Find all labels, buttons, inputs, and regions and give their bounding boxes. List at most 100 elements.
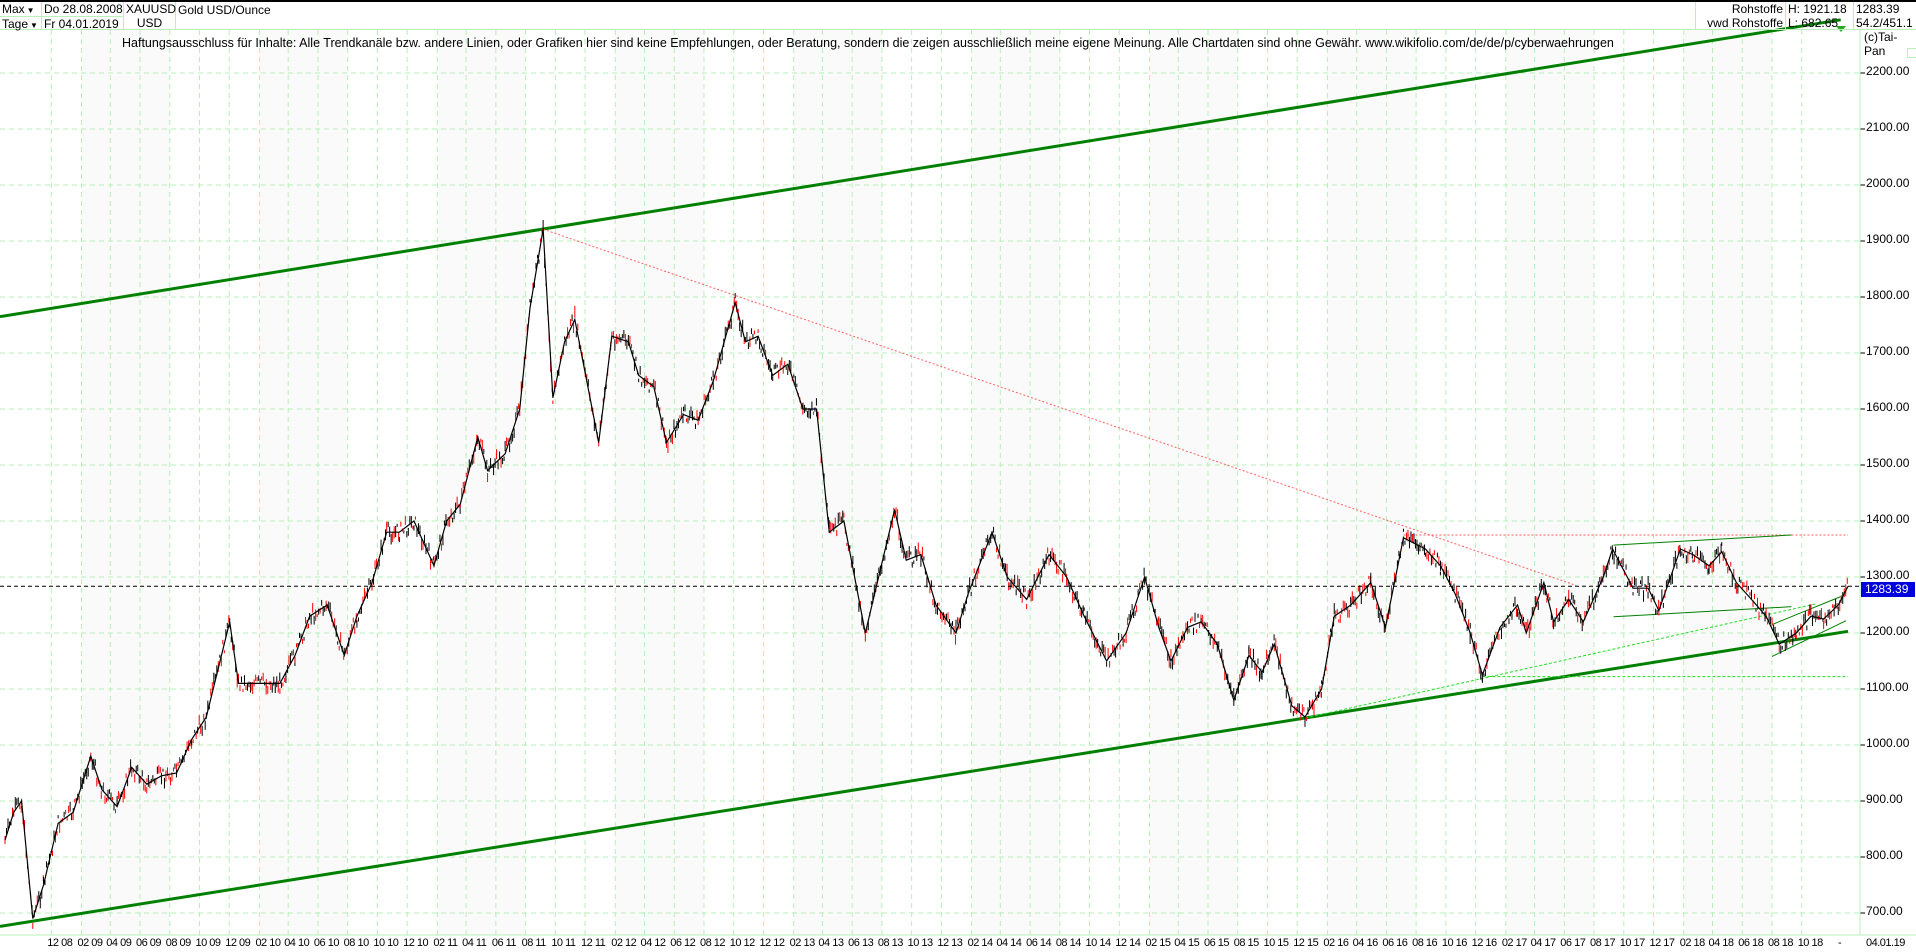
date-range-cell: Do 28.08.2008 Fr 04.01.2019 — [42, 2, 124, 31]
x-tick-label: 12 10 — [403, 937, 429, 949]
x-tick-separator: - — [1838, 937, 1842, 949]
y-tick-label: 1500.00 — [1866, 456, 1910, 470]
instrument-cell: Gold USD/Ounce — [176, 2, 1696, 30]
x-tick-label: 02 10 — [255, 937, 281, 949]
background-band — [1327, 30, 1417, 935]
x-tick-label: 06 15 — [1203, 937, 1230, 949]
x-tick-label: 02 09 — [77, 937, 104, 949]
x-tick-label: 06 10 — [313, 937, 340, 949]
x-tick-label: 12 17 — [1649, 937, 1676, 949]
y-tick-label: 1200.00 — [1866, 624, 1910, 638]
x-tick-label: 12 08 — [47, 937, 73, 949]
x-tick-label: 12 15 — [1293, 937, 1319, 949]
x-tick-label: 04 10 — [284, 937, 310, 949]
background-band — [81, 30, 170, 935]
background-band — [1149, 30, 1238, 935]
x-tick-label: 08 10 — [343, 937, 370, 949]
y-tick-label: 1900.00 — [1866, 232, 1910, 246]
x-tick-label: 08 09 — [165, 937, 192, 949]
x-tick-label: 06 18 — [1738, 937, 1764, 949]
source: vwd Rohstoffe — [1707, 16, 1783, 30]
x-tick-label: 02 15 — [1145, 937, 1172, 949]
category: Rohstoffe — [1731, 2, 1783, 16]
disclaimer-text: Haftungsausschluss für Inhalte: Alle Tre… — [122, 36, 1614, 50]
x-tick-label: 10 16 — [1441, 937, 1468, 949]
x-tick-label: 08 15 — [1233, 937, 1260, 949]
y-tick-label: 1000.00 — [1866, 736, 1910, 750]
high-low-cell: H: 1921.18 L: 682.65 — [1786, 2, 1854, 30]
x-tick-label: 04 17 — [1530, 937, 1557, 949]
x-tick-label: 04 09 — [106, 937, 132, 949]
source-cell: Rohstoffe vwd Rohstoffe — [1696, 2, 1786, 30]
x-tick-label: 06 13 — [848, 937, 874, 949]
x-tick-label: 04 13 — [818, 937, 844, 949]
background-band — [793, 30, 882, 935]
x-tick-label: 02 16 — [1323, 937, 1349, 949]
trendline-channel-upper — [0, 18, 1841, 319]
x-tick-label: 08 14 — [1055, 937, 1082, 949]
x-tick-label: 10 12 — [729, 937, 756, 949]
range-selector-cell[interactable]: Max Tage — [0, 2, 42, 31]
start-date: Do 28.08.2008 — [42, 2, 123, 17]
x-tick-label: 08 13 — [877, 937, 904, 949]
price-series-line — [4, 229, 1849, 919]
x-tick-label: 10 15 — [1263, 937, 1289, 949]
y-tick-label: 1100.00 — [1866, 680, 1909, 694]
x-tick-label: 08 18 — [1767, 937, 1794, 949]
x-tick-label: 06 14 — [1026, 937, 1052, 949]
y-tick-label: 2100.00 — [1866, 120, 1910, 134]
background-band — [1683, 30, 1772, 935]
x-tick-label: 06 16 — [1382, 937, 1408, 949]
background-band — [259, 30, 348, 935]
x-tick-label: 04 14 — [996, 937, 1022, 949]
range-dropdown[interactable]: Max — [0, 2, 41, 17]
y-tick-label: 1400.00 — [1866, 512, 1910, 526]
x-tick-label: 10 14 — [1085, 937, 1112, 949]
high-value: H: 1921.18 — [1788, 2, 1847, 16]
top-border — [0, 0, 1916, 2]
x-tick-label: 12 13 — [937, 937, 963, 949]
x-tick-label: 04 11 — [462, 937, 487, 949]
y-tick-label: 900.00 — [1866, 792, 1903, 806]
y-tick-label: 800.00 — [1866, 848, 1903, 862]
y-tick-label: 2000.00 — [1866, 176, 1910, 190]
last-value: 1283.39 — [1856, 2, 1900, 16]
background-band — [437, 30, 526, 935]
symbol-cell: XAUUSD USD — [124, 2, 176, 30]
x-tick-label: 12 12 — [759, 937, 785, 949]
x-tick-label: 06 12 — [670, 937, 696, 949]
interval-dropdown[interactable]: Tage — [0, 17, 41, 31]
x-tick-label: 02 14 — [967, 937, 994, 949]
background-band — [971, 30, 1060, 935]
end-date: Fr 04.01.2019 — [44, 17, 119, 31]
x-tick-label: 06 17 — [1560, 937, 1586, 949]
x-tick-label: 04 15 — [1174, 937, 1200, 949]
x-tick-label: 08 17 — [1590, 937, 1616, 949]
x-tick-label: 04 18 — [1708, 937, 1734, 949]
x-tick-label: 02 18 — [1679, 937, 1706, 949]
instrument-name: Gold USD/Ounce — [178, 3, 271, 17]
x-tick-label: 08 11 — [521, 937, 547, 949]
x-tick-label: 02 11 — [433, 937, 458, 949]
x-tick-label: 10 17 — [1619, 937, 1646, 949]
x-tick-label: 12 16 — [1471, 937, 1498, 949]
x-tick-label: 04 12 — [640, 937, 667, 949]
background-band — [1505, 30, 1595, 935]
y-tick-label: 1700.00 — [1866, 344, 1910, 358]
y-tick-label: 1800.00 — [1866, 288, 1910, 302]
last-price-label: 1283.39 — [1861, 582, 1915, 598]
x-tick-label: 02 12 — [611, 937, 637, 949]
y-tick-label: 1300.00 — [1866, 568, 1910, 582]
collapse-button[interactable] — [1907, 48, 1916, 58]
x-tick-label: 08 16 — [1412, 937, 1438, 949]
x-tick-label: 02 17 — [1501, 937, 1528, 949]
x-tick-label: 10 10 — [373, 937, 399, 949]
trendline-support-dotted — [1304, 603, 1816, 719]
x-tick-label: 04 16 — [1352, 937, 1379, 949]
copyright-text: (c)Tai-Pan — [1864, 30, 1898, 58]
x-tick-label: 12 11 — [581, 937, 606, 949]
currency: USD — [136, 16, 163, 30]
x-tick-label: 10 09 — [195, 937, 221, 949]
x-tick-label: 10 11 — [551, 937, 576, 949]
trendline-triangle-upper — [1613, 534, 1792, 546]
